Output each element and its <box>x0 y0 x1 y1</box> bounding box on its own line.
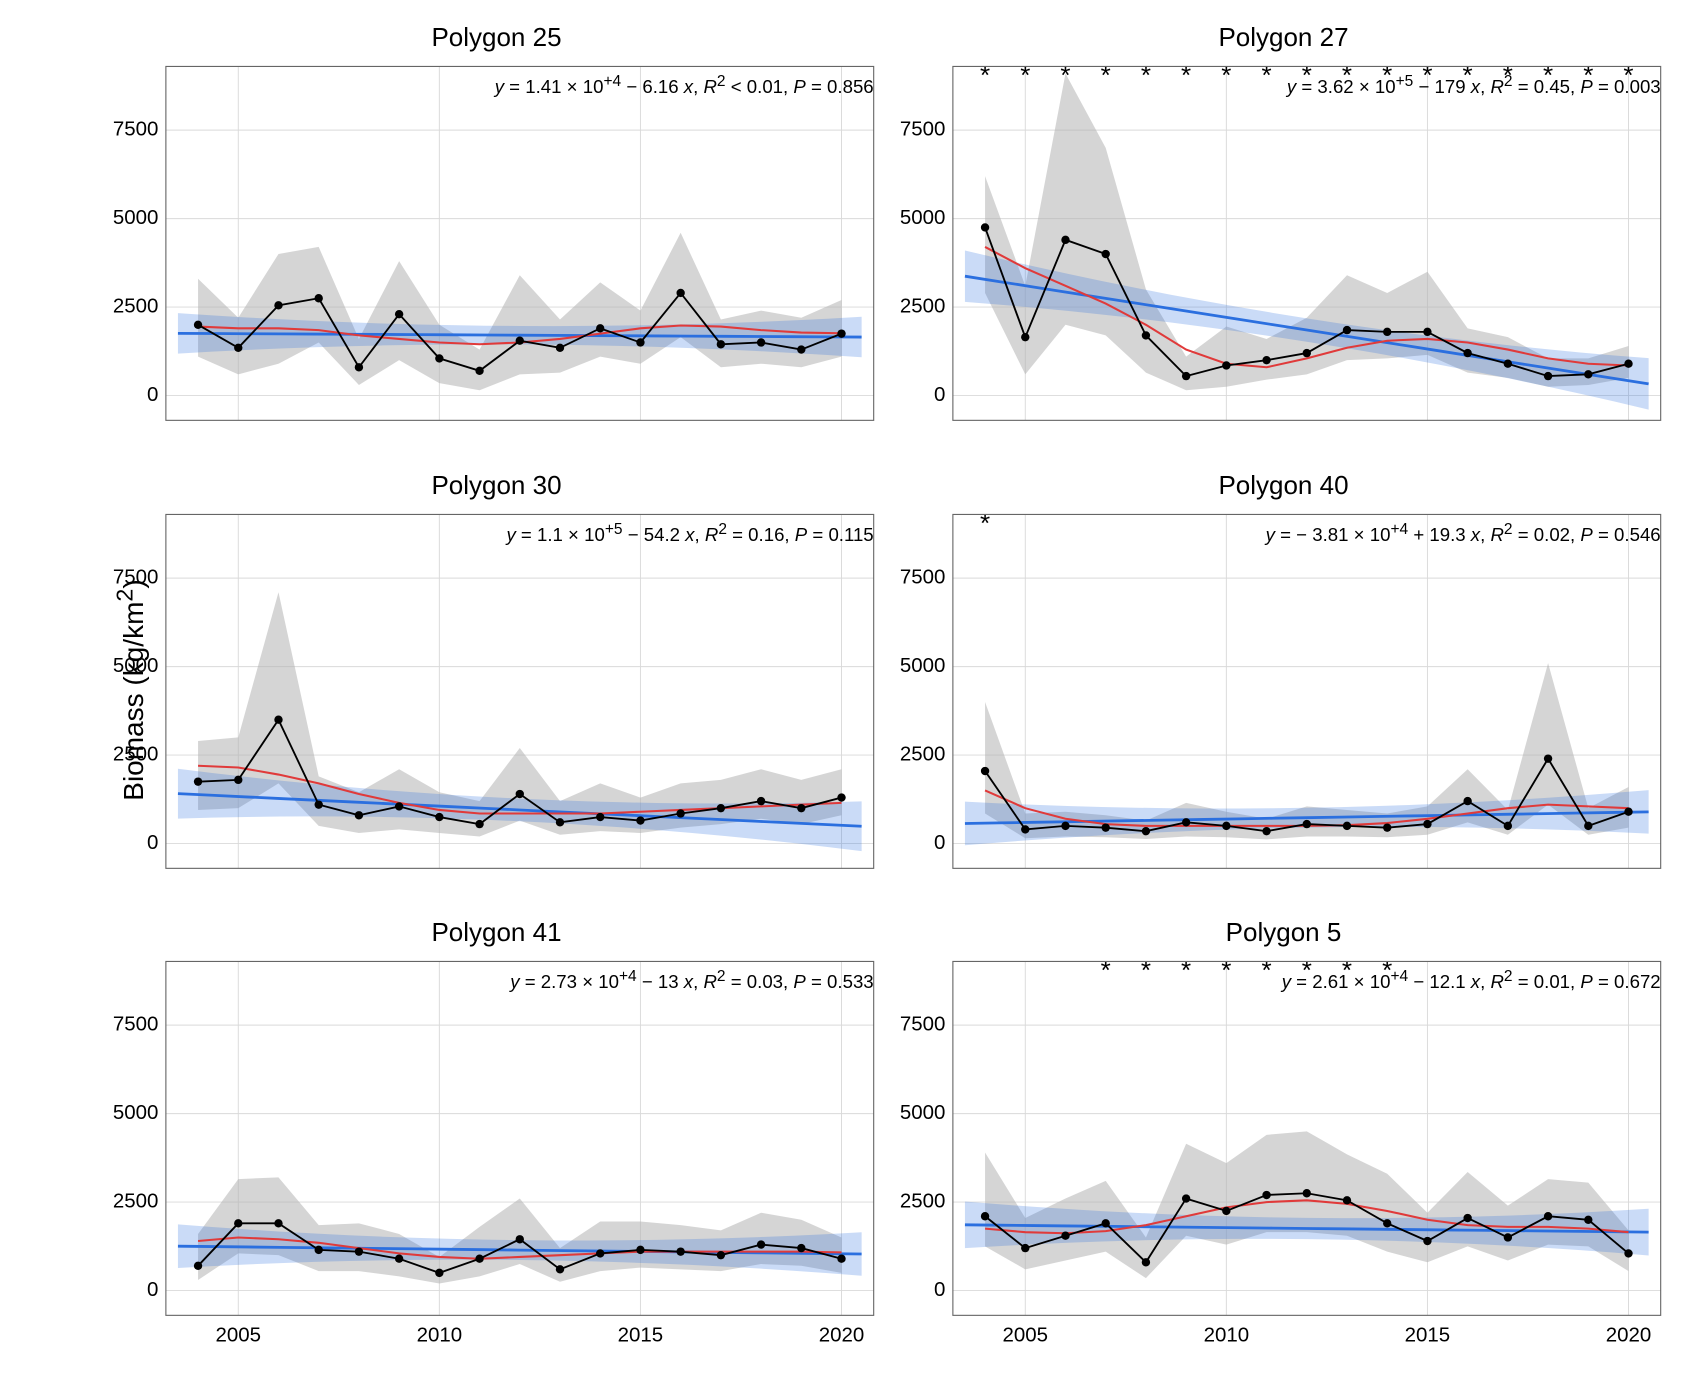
svg-text:0: 0 <box>934 831 945 854</box>
svg-text:2500: 2500 <box>113 742 159 765</box>
panel-title: Polygon 5 <box>897 915 1670 954</box>
chart-svg: 0 2500 5000 7500 y = 1.41 × 10+4 − 6.16 x, R… <box>110 59 883 458</box>
equation-label: y = 1.1 × 10+5 − 54.2 x, R2 = 0.16, P = … <box>392 520 873 547</box>
chart-svg: 0 2500 5000 7500 2005 2010 2015 2020 y = 2.73 × … <box>110 954 883 1353</box>
svg-text:*: * <box>1141 60 1151 90</box>
svg-text:2500: 2500 <box>900 742 946 765</box>
svg-text:2500: 2500 <box>113 1190 159 1213</box>
panel-grid: Polygon 25 0 2500 5000 7500 y = 1.41 × 10+4 −… <box>110 20 1670 1320</box>
panel-body: 0 2500 5000 7500 y = 1.1 × 10+5 − 54.2 x, R2… <box>110 507 883 906</box>
panel-title: Polygon 25 <box>110 20 883 59</box>
svg-text:*: * <box>980 508 990 538</box>
svg-text:2010: 2010 <box>1204 1324 1250 1347</box>
equation-label: y = 2.61 × 10+4 − 12.1 x, R2 = 0.01, P =… <box>1179 967 1660 994</box>
svg-text:5000: 5000 <box>113 654 159 677</box>
panel-title: Polygon 27 <box>897 20 1670 59</box>
svg-text:2500: 2500 <box>113 295 159 318</box>
svg-text:7500: 7500 <box>113 1013 159 1036</box>
svg-text:*: * <box>1101 60 1111 90</box>
panel: Polygon 27*****************0250050007500… <box>897 20 1670 458</box>
svg-text:0: 0 <box>147 383 158 406</box>
svg-text:*: * <box>1141 955 1151 985</box>
svg-text:7500: 7500 <box>900 565 946 588</box>
svg-text:0: 0 <box>934 1278 945 1301</box>
panel-title: Polygon 40 <box>897 468 1670 507</box>
svg-text:5000: 5000 <box>900 654 946 677</box>
svg-text:2500: 2500 <box>900 1190 946 1213</box>
svg-text:7500: 7500 <box>900 118 946 141</box>
svg-text:0: 0 <box>147 831 158 854</box>
equation-label: y = − 3.81 × 10+4 + 19.3 x, R2 = 0.02, P… <box>1179 520 1660 547</box>
svg-text:2015: 2015 <box>1405 1324 1451 1347</box>
svg-text:*: * <box>980 60 990 90</box>
svg-text:*: * <box>1101 955 1111 985</box>
svg-text:7500: 7500 <box>113 565 159 588</box>
svg-text:2015: 2015 <box>618 1324 664 1347</box>
svg-text:2005: 2005 <box>1002 1324 1048 1347</box>
svg-text:2020: 2020 <box>819 1324 865 1347</box>
chart-svg: ********02500500075002005201020152020y =… <box>897 954 1670 1353</box>
chart-svg: 0 2500 5000 7500 y = 1.1 × 10+5 − 54.2 x, R2… <box>110 507 883 906</box>
svg-text:0: 0 <box>934 383 945 406</box>
svg-text:0: 0 <box>147 1278 158 1301</box>
svg-text:5000: 5000 <box>900 206 946 229</box>
equation-label: y = 2.73 × 10+4 − 13 x, R2 = 0.03, P = 0… <box>392 967 873 994</box>
panel-title: Polygon 41 <box>110 915 883 954</box>
panel: Polygon 30 0 2500 5000 7500 y = 1.1 × 10+5 − … <box>110 468 883 906</box>
panel-body: 0 2500 5000 7500 y = 1.41 × 10+4 − 6.16 x, R… <box>110 59 883 458</box>
figure: Biomass (kg/km2) Polygon 250250050007500… <box>20 20 1680 1360</box>
svg-text:2500: 2500 <box>900 295 946 318</box>
panel-title: Polygon 30 <box>110 468 883 507</box>
svg-text:5000: 5000 <box>113 1101 159 1124</box>
panel: Polygon 5********02500500075002005201020… <box>897 915 1670 1353</box>
svg-text:2005: 2005 <box>215 1324 261 1347</box>
panel: Polygon 25 0 2500 5000 7500 y = 1.41 × 10+4 −… <box>110 20 883 458</box>
equation-label: y = 3.62 × 10+5 − 179 x, R2 = 0.45, P = … <box>1179 72 1660 99</box>
svg-text:5000: 5000 <box>900 1101 946 1124</box>
chart-svg: *****************0250050007500y = 3.62 ×… <box>897 59 1670 458</box>
svg-text:2020: 2020 <box>1606 1324 1652 1347</box>
svg-text:7500: 7500 <box>113 118 159 141</box>
svg-text:*: * <box>1020 60 1030 90</box>
panel-body: * 0 2500 5000 7500 y = − 3.81 × 10+4 + 19.3 x… <box>897 507 1670 906</box>
equation-label: y = 1.41 × 10+4 − 6.16 x, R2 < 0.01, P =… <box>392 72 873 99</box>
svg-text:2010: 2010 <box>417 1324 463 1347</box>
panel-body: 0 2500 5000 7500 2005 2010 2015 2020 y = 2.73 × … <box>110 954 883 1353</box>
svg-text:7500: 7500 <box>900 1013 946 1036</box>
panel: Polygon 40* 0 2500 5000 7500 y = − 3.81 × 10+… <box>897 468 1670 906</box>
chart-svg: * 0 2500 5000 7500 y = − 3.81 × 10+4 + 19.3 x… <box>897 507 1670 906</box>
svg-text:*: * <box>1060 60 1070 90</box>
panel-body: ********02500500075002005201020152020y =… <box>897 954 1670 1353</box>
panel: Polygon 41 0 2500 5000 7500 2005 2010 2015 2020 y… <box>110 915 883 1353</box>
panel-body: *****************0250050007500y = 3.62 ×… <box>897 59 1670 458</box>
svg-text:5000: 5000 <box>113 206 159 229</box>
